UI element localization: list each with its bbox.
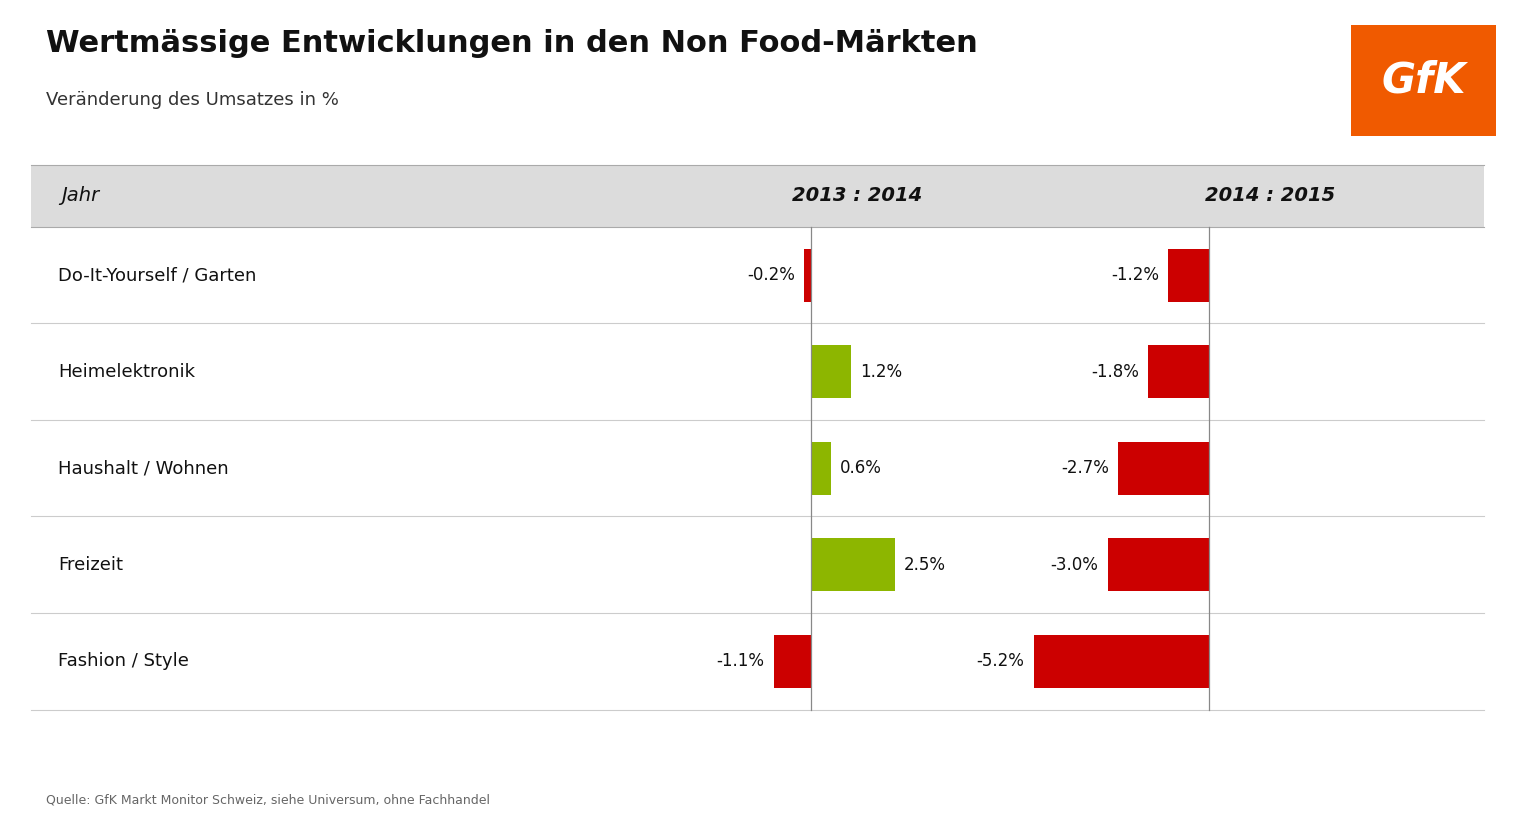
Bar	[811, 441, 831, 495]
Bar	[1108, 538, 1209, 592]
Text: Quelle: GfK Markt Monitor Schweiz, siehe Universum, ohne Fachhandel: Quelle: GfK Markt Monitor Schweiz, siehe…	[46, 794, 490, 807]
Text: -1.8%: -1.8%	[1091, 363, 1138, 380]
Text: -1.1%: -1.1%	[716, 653, 765, 670]
Bar	[811, 345, 851, 398]
Text: 1.2%: 1.2%	[860, 363, 903, 380]
Text: -5.2%: -5.2%	[976, 653, 1025, 670]
Bar	[1148, 345, 1209, 398]
Text: Veränderung des Umsatzes in %: Veränderung des Umsatzes in %	[46, 91, 338, 109]
Bar	[811, 538, 895, 592]
Text: Wertmässige Entwicklungen in den Non Food-Märkten: Wertmässige Entwicklungen in den Non Foo…	[46, 29, 978, 58]
Bar	[1169, 248, 1209, 302]
Text: -1.2%: -1.2%	[1111, 266, 1160, 284]
Text: Jahr: Jahr	[61, 186, 99, 205]
Text: Haushalt / Wohnen: Haushalt / Wohnen	[58, 460, 230, 477]
Bar	[774, 634, 811, 688]
Text: -0.2%: -0.2%	[747, 266, 796, 284]
Text: GfK: GfK	[1382, 59, 1466, 101]
Text: 2013 : 2014: 2013 : 2014	[791, 186, 923, 205]
Text: -2.7%: -2.7%	[1060, 460, 1109, 477]
Text: 0.6%: 0.6%	[840, 460, 883, 477]
Text: 2014 : 2015: 2014 : 2015	[1204, 186, 1336, 205]
Text: Do-It-Yourself / Garten: Do-It-Yourself / Garten	[58, 266, 257, 284]
Bar	[805, 248, 811, 302]
Bar	[1118, 441, 1209, 495]
Text: -3.0%: -3.0%	[1051, 556, 1099, 573]
Text: Heimelektronik: Heimelektronik	[58, 363, 196, 380]
Text: 2.5%: 2.5%	[904, 556, 946, 573]
Bar	[1034, 634, 1209, 688]
Text: Fashion / Style: Fashion / Style	[58, 653, 190, 670]
Text: Freizeit: Freizeit	[58, 556, 122, 573]
Bar	[31, 165, 1484, 227]
